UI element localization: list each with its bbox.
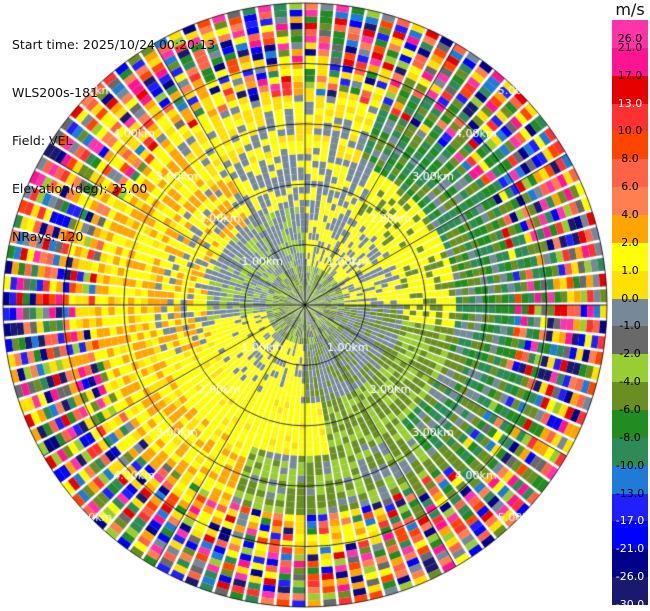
colorbar-bin: 4.0 — [612, 187, 648, 221]
colorbar-tick-label: 0.0 — [621, 291, 639, 305]
colorbar-tick-label: -17.0 — [615, 514, 645, 528]
field-label: Field: VEL — [12, 133, 73, 148]
colorbar-tick-label: -10.0 — [615, 458, 645, 472]
colorbar-tick-label: 13.0 — [617, 96, 643, 110]
colorbar-bin: -6.0 — [612, 382, 648, 416]
start-time-label: Start time: 2025/10/24 00:20:13 — [12, 37, 216, 52]
colorbar-bin: 1.0 — [612, 242, 648, 276]
colorbar-tick-label: 8.0 — [621, 152, 639, 166]
colorbar-tick-label: 17.0 — [617, 68, 643, 82]
colorbar-tick-label: -6.0 — [619, 403, 641, 417]
colorbar-tick-label: -26.0 — [615, 570, 645, 584]
colorbar-tick-label: -4.0 — [619, 375, 641, 389]
colorbar-tick-label: -8.0 — [619, 430, 641, 444]
colorbar-tick-label: 6.0 — [621, 180, 639, 194]
ppi-plot — [0, 0, 610, 610]
nrays-label: NRays: 120 — [12, 229, 84, 244]
colorbar-bin: 17.0 — [612, 47, 648, 81]
colorbar: 21.0 26.0 17.0 13.0 10.0 8.0 6.0 4.0 2.0 1.0 0.0 -1… — [612, 20, 648, 611]
instrument-label: WLS200s-181 — [12, 85, 98, 100]
colorbar-tick-label: -1.0 — [619, 319, 641, 333]
colorbar-tick-label: 10.0 — [617, 124, 643, 138]
colorbar-tick-label: 1.0 — [621, 263, 639, 277]
scan-info-block: Start time: 2025/10/24 00:20:13 WLS200s-… — [12, 5, 215, 261]
elevation-label: Elevation(deg): 35.00 — [12, 181, 148, 196]
colorbar-tick-label: 21.0 — [617, 40, 643, 54]
colorbar-tick-label: -13.0 — [615, 486, 645, 500]
colorbar-bin: -10.0 — [612, 437, 648, 471]
colorbar-bin: -1.0 — [612, 298, 648, 332]
colorbar-tick-label: -2.0 — [619, 347, 641, 361]
colorbar-bin: 21.0 26.0 — [612, 20, 648, 53]
colorbar-tick-label: 2.0 — [621, 235, 639, 249]
colorbar-bin: -4.0 — [612, 354, 648, 388]
colorbar-bin: -8.0 — [612, 410, 648, 443]
colorbar-tick-label: 26.0 — [617, 32, 643, 45]
colorbar-bin: -26.0 — [612, 549, 648, 583]
colorbar-bin: 2.0 — [612, 215, 648, 248]
colorbar-bin: 13.0 — [612, 75, 648, 109]
colorbar-tick-label: -21.0 — [615, 542, 645, 556]
colorbar-unit: m/s — [615, 0, 645, 19]
colorbar-bin: -2.0 — [612, 326, 648, 360]
colorbar-bin: -30.0 — [612, 577, 648, 611]
colorbar-bin: 6.0 — [612, 159, 648, 193]
colorbar-bin: -21.0 — [612, 521, 648, 555]
colorbar-bin: 0.0 — [612, 270, 648, 304]
colorbar-bin: 8.0 — [612, 131, 648, 165]
colorbar-tick-label: -30.0 — [615, 598, 645, 611]
colorbar-bin: -13.0 — [612, 465, 648, 499]
colorbar-bin: 10.0 — [612, 103, 648, 137]
colorbar-bin: -17.0 — [612, 493, 648, 527]
colorbar-tick-label: 4.0 — [621, 208, 639, 222]
